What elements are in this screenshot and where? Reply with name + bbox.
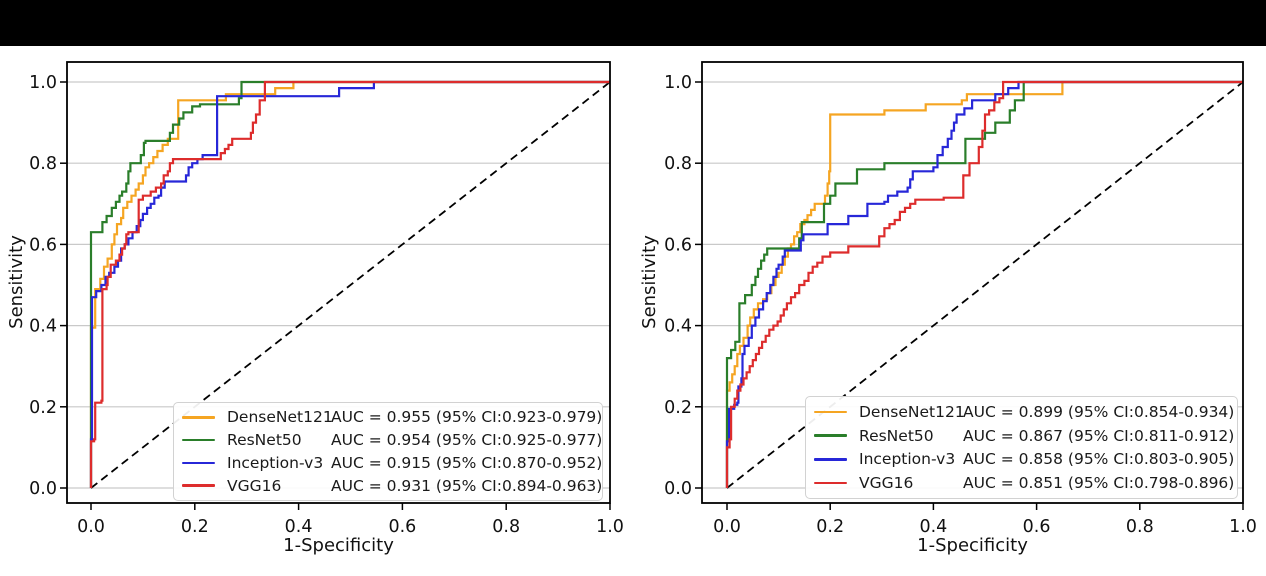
x-tick-label: 0.2 <box>816 517 844 537</box>
legend-auc-text: AUC = 0.858 (95% CI:0.803-0.905) <box>963 450 1235 469</box>
legend-auc-text: AUC = 0.931 (95% CI:0.894-0.963) <box>331 476 603 495</box>
legend-line-swatch <box>182 461 215 465</box>
x-tick-label: 0.4 <box>285 517 313 537</box>
y-tick-label: 0.0 <box>29 479 57 499</box>
legend-series-name: Inception-v3 <box>227 453 324 472</box>
legend-item-inception-v3: Inception-v3 AUC = 0.858 (95% CI:0.803-0.… <box>814 448 1235 471</box>
roc-curve-vgg16 <box>89 80 610 488</box>
legend-item-vgg16: VGG16 AUC = 0.851 (95% CI:0.798-0.896) <box>814 471 1235 494</box>
legend-left: DenseNet121 AUC = 0.955 (95% CI:0.923-0.9… <box>173 402 603 501</box>
y-tick-label: 0.6 <box>29 235 57 255</box>
legend-auc-text: AUC = 0.899 (95% CI:0.854-0.934) <box>963 403 1235 422</box>
roc-curve-densenet121 <box>725 80 1243 488</box>
y-axis-label-right: Sensitivity <box>639 235 660 329</box>
legend-right: DenseNet121 AUC = 0.899 (95% CI:0.854-0.9… <box>805 396 1238 499</box>
roc-curve-densenet121 <box>89 80 610 488</box>
legend-series-name: DenseNet121 <box>859 403 965 422</box>
legend-item-densenet121: DenseNet121 AUC = 0.955 (95% CI:0.923-0.9… <box>182 406 602 429</box>
x-tick-label: 0.0 <box>713 517 741 537</box>
legend-line-swatch <box>814 457 847 461</box>
roc-curve-resnet50 <box>725 80 1243 488</box>
legend-item-resnet50: ResNet50 AUC = 0.867 (95% CI:0.811-0.912) <box>814 424 1235 447</box>
legend-item-resnet50: ResNet50 AUC = 0.954 (95% CI:0.925-0.977) <box>182 429 602 452</box>
y-tick-label: 0.2 <box>29 398 57 418</box>
plot-frame <box>701 61 1244 504</box>
legend-line-swatch <box>814 434 847 437</box>
y-tick-label: 0.6 <box>664 235 692 255</box>
legend-line-swatch <box>182 416 215 419</box>
y-tick-label: 0.0 <box>664 479 692 499</box>
legend-series-name: VGG16 <box>859 473 914 492</box>
roc-curve-resnet50 <box>89 80 610 488</box>
y-tick-label: 0.2 <box>664 398 692 418</box>
y-tick-label: 0.4 <box>664 317 692 337</box>
y-tick-label: 0.4 <box>29 317 57 337</box>
x-tick-label: 1.0 <box>1229 517 1257 537</box>
legend-auc-text: AUC = 0.915 (95% CI:0.870-0.952) <box>331 453 603 472</box>
x-axis-label-right: 1-Specificity <box>917 535 1028 556</box>
legend-line-swatch <box>182 438 215 442</box>
legend-auc-text: AUC = 0.955 (95% CI:0.923-0.979) <box>331 408 603 427</box>
legend-auc-text: AUC = 0.851 (95% CI:0.798-0.896) <box>963 473 1235 492</box>
legend-line-swatch <box>814 410 847 414</box>
legend-series-name: DenseNet121 <box>227 408 333 427</box>
roc-curve-inception-v3 <box>725 80 1243 488</box>
x-tick-label: 0.4 <box>919 517 947 537</box>
y-tick-label: 0.8 <box>29 154 57 174</box>
top-black-bar <box>0 0 1266 46</box>
legend-series-name: ResNet50 <box>859 426 934 445</box>
y-tick-label: 1.0 <box>664 73 692 93</box>
y-axis-label-left: Sensitivity <box>6 235 27 329</box>
legend-series-name: ResNet50 <box>227 431 302 450</box>
legend-auc-text: AUC = 0.867 (95% CI:0.811-0.912) <box>963 426 1235 445</box>
x-tick-label: 0.2 <box>181 517 209 537</box>
legend-item-vgg16: VGG16 AUC = 0.931 (95% CI:0.894-0.963) <box>182 474 602 497</box>
x-axis-label-left: 1-Specificity <box>283 535 394 556</box>
legend-series-name: VGG16 <box>227 476 282 495</box>
legend-line-swatch <box>814 481 847 485</box>
x-tick-label: 1.0 <box>596 517 624 537</box>
y-tick-label: 1.0 <box>29 73 57 93</box>
x-tick-label: 0.6 <box>388 517 416 537</box>
legend-line-swatch <box>182 484 215 487</box>
roc-curve-vgg16 <box>725 80 1243 488</box>
x-tick-label: 0.8 <box>1126 517 1154 537</box>
legend-auc-text: AUC = 0.954 (95% CI:0.925-0.977) <box>331 431 603 450</box>
legend-item-densenet121: DenseNet121 AUC = 0.899 (95% CI:0.854-0.9… <box>814 401 1235 424</box>
legend-series-name: Inception-v3 <box>859 450 956 469</box>
x-tick-label: 0.6 <box>1023 517 1051 537</box>
y-tick-label: 0.8 <box>664 154 692 174</box>
x-tick-label: 0.8 <box>492 517 520 537</box>
x-tick-label: 0.0 <box>77 517 105 537</box>
legend-item-inception-v3: Inception-v3 AUC = 0.915 (95% CI:0.870-0.… <box>182 452 602 475</box>
plot-frame <box>66 61 611 504</box>
